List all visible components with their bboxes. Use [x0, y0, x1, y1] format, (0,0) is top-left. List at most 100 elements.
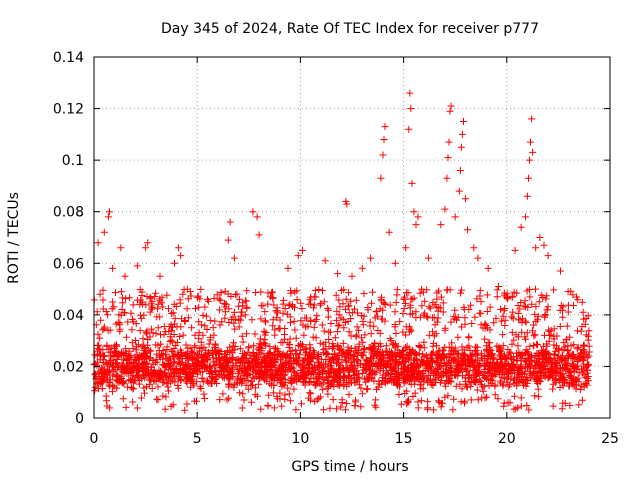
data-point: [529, 327, 536, 335]
data-point: [363, 362, 370, 370]
data-point: [195, 329, 203, 337]
data-point: [354, 362, 362, 369]
data-point: [461, 397, 469, 405]
data-point: [155, 346, 163, 354]
data-point: [304, 369, 312, 377]
data-point: [449, 406, 457, 414]
data-point: [469, 358, 477, 366]
data-point: [559, 382, 567, 390]
data-point: [155, 375, 163, 382]
data-point: [343, 200, 351, 208]
data-point: [290, 375, 298, 383]
data-point: [367, 254, 375, 262]
data-point: [352, 333, 360, 341]
data-point: [236, 389, 244, 397]
data-point: [132, 320, 140, 328]
x-axis-label: GPS time / hours: [291, 459, 408, 475]
data-point: [511, 246, 519, 254]
data-point: [557, 267, 564, 275]
data-point: [573, 358, 581, 365]
data-point: [227, 316, 235, 323]
data-point: [180, 286, 188, 293]
data-point: [163, 346, 171, 353]
data-point: [311, 317, 319, 325]
data-point: [449, 350, 457, 358]
data-point: [261, 331, 269, 339]
data-point: [107, 348, 115, 356]
data-point: [264, 366, 272, 374]
data-point: [164, 366, 172, 374]
data-point: [559, 313, 567, 321]
data-point: [109, 264, 117, 272]
data-point: [146, 333, 154, 341]
data-point: [322, 338, 330, 346]
data-point: [575, 369, 583, 377]
data-point: [397, 365, 405, 373]
data-point: [399, 354, 407, 361]
data-point: [508, 340, 516, 348]
data-point: [424, 379, 432, 387]
data-point: [578, 365, 586, 373]
data-point: [336, 303, 344, 311]
data-point: [235, 370, 243, 378]
data-point: [511, 392, 519, 400]
data-point: [273, 347, 281, 355]
data-point: [561, 399, 569, 407]
data-point: [465, 372, 472, 380]
data-point: [253, 213, 261, 221]
data-point: [574, 343, 582, 351]
data-point: [564, 352, 572, 360]
data-point: [225, 374, 233, 382]
data-point: [352, 398, 359, 406]
data-point: [94, 379, 102, 387]
data-point: [347, 345, 355, 352]
data-point: [524, 348, 532, 356]
data-point: [154, 383, 162, 391]
data-point: [239, 338, 247, 346]
data-point: [326, 404, 334, 412]
data-point: [191, 353, 199, 361]
data-point: [535, 298, 543, 306]
data-point: [572, 385, 580, 393]
data-point: [408, 179, 416, 187]
data-point: [350, 352, 358, 360]
data-point: [290, 385, 298, 393]
data-point: [516, 378, 524, 386]
data-point: [142, 301, 150, 309]
data-point: [445, 343, 453, 351]
data-point: [129, 385, 137, 393]
data-point: [419, 350, 427, 358]
data-point: [143, 327, 151, 335]
data-point: [411, 375, 419, 383]
data-point: [204, 378, 212, 386]
data-point: [460, 303, 468, 311]
data-point: [569, 360, 576, 368]
data-point: [224, 236, 232, 244]
data-point: [416, 381, 424, 389]
data-point: [287, 287, 295, 295]
data-point: [189, 373, 197, 381]
data-point: [206, 370, 213, 378]
data-point: [270, 381, 278, 389]
data-point: [228, 354, 236, 362]
data-point: [285, 353, 293, 361]
data-point: [172, 342, 180, 350]
data-point: [483, 308, 491, 315]
data-point: [322, 351, 330, 358]
data-point: [523, 192, 531, 200]
data-point: [333, 307, 341, 315]
data-point: [231, 325, 239, 333]
data-point: [114, 319, 122, 326]
data-point: [188, 348, 195, 356]
data-point: [543, 342, 551, 350]
data-point: [253, 373, 261, 381]
data-point: [216, 306, 224, 314]
data-point: [540, 241, 548, 249]
data-point: [267, 373, 275, 381]
data-point: [411, 389, 419, 397]
data-point: [184, 361, 192, 369]
data-point: [369, 342, 377, 350]
data-point: [501, 305, 509, 312]
data-point: [570, 351, 578, 358]
data-point: [223, 396, 231, 404]
